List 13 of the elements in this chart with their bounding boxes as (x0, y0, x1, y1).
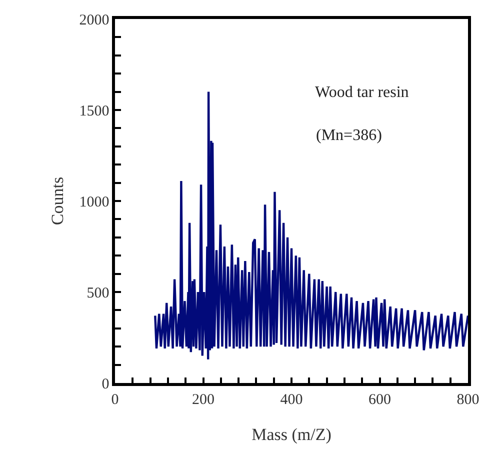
x-tick-label: 200 (192, 392, 214, 408)
y-axis-title: Counts (48, 176, 67, 226)
y-tick-label: 1500 (79, 103, 110, 120)
x-tick-label: 400 (280, 392, 303, 408)
annotation: Wood tar resin (315, 84, 409, 101)
y-tick-label: 0 (102, 376, 110, 392)
x-tick-label: 600 (368, 392, 391, 408)
y-tick-label: 500 (86, 285, 110, 302)
annotation: (Mn=386) (316, 127, 382, 144)
y-tick-label: 1000 (79, 194, 110, 210)
x-tick-label: 800 (456, 392, 480, 408)
y-tick-label: 2000 (79, 12, 110, 28)
x-axis-title: Mass (m/Z) (252, 425, 332, 444)
